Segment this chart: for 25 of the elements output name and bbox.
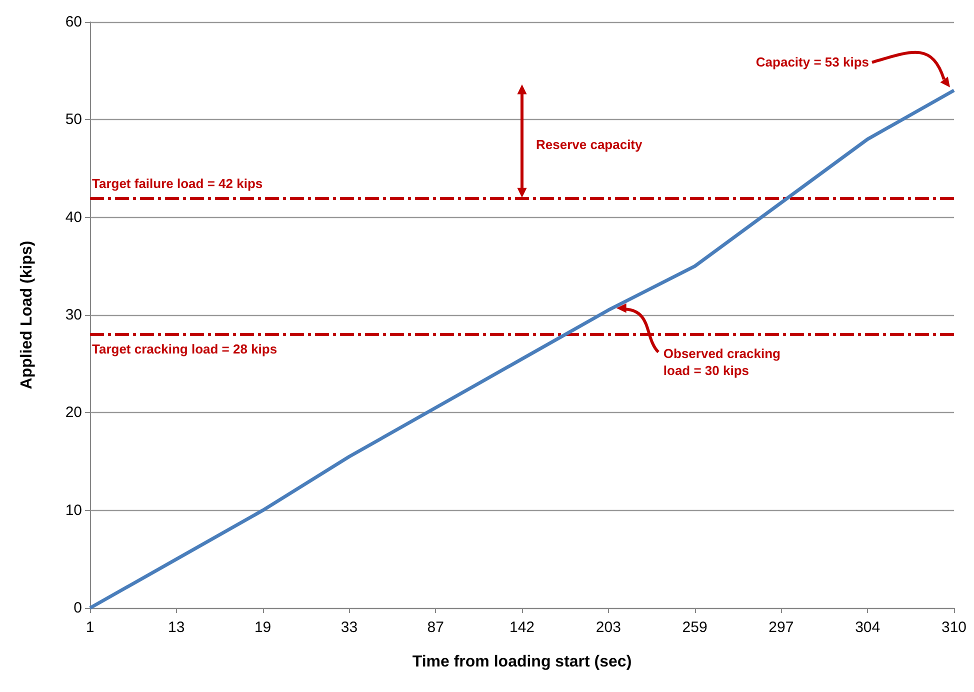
- x-tick-label: 304: [855, 619, 880, 636]
- y-tick-label: 50: [65, 111, 82, 128]
- x-tick-label: 203: [596, 619, 621, 636]
- ref-line-label: Target failure load = 42 kips: [92, 176, 263, 191]
- x-tick-label: 259: [682, 619, 708, 636]
- y-tick-label: 40: [65, 208, 82, 226]
- annotation: Observed cracking load = 30 kips: [663, 346, 781, 378]
- y-axis-title: Applied Load (kips): [18, 240, 36, 390]
- x-tick-label: 33: [340, 619, 358, 636]
- x-tick-label: 297: [768, 619, 794, 636]
- x-tick-label: 19: [254, 619, 272, 636]
- y-tick-label: 30: [65, 306, 82, 324]
- y-tick-label: 20: [65, 404, 82, 422]
- x-tick-label: 310: [941, 619, 967, 636]
- y-tick-label: 10: [65, 502, 82, 519]
- ref-line-label: Target cracking load = 28 kips: [92, 342, 278, 357]
- y-tick-label: 60: [65, 14, 82, 30]
- x-tick-label: 142: [509, 619, 535, 636]
- annotation: Capacity = 53 kips: [756, 54, 869, 70]
- y-tick-label: 0: [74, 600, 82, 616]
- x-tick-label: 87: [427, 619, 444, 636]
- x-axis-title: Time from loading start (sec): [412, 654, 632, 670]
- x-tick-label: 1: [86, 619, 94, 636]
- annotation: Reserve capacity: [536, 137, 644, 152]
- x-tick-label: 13: [168, 619, 185, 636]
